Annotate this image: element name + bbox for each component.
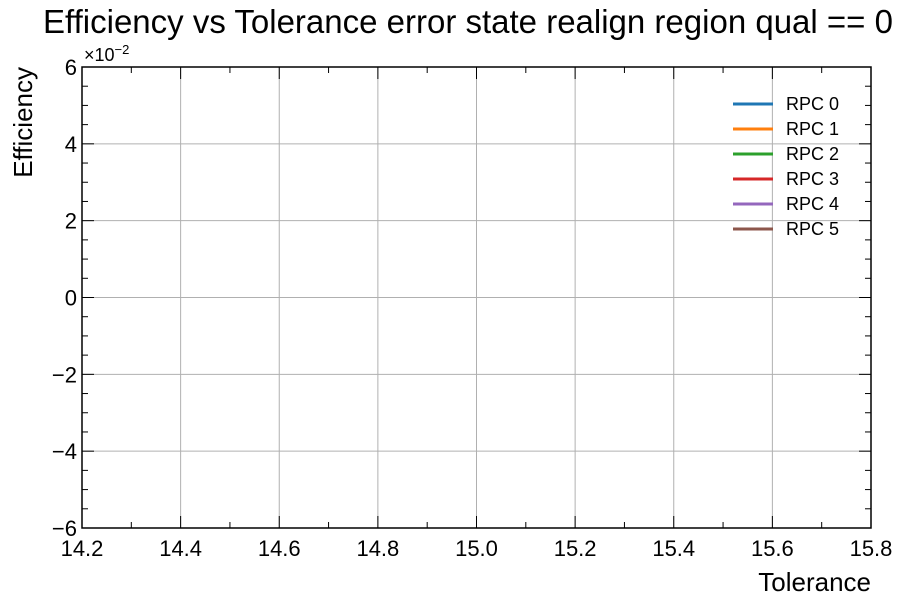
legend-label: RPC 0: [786, 94, 839, 114]
y-axis-offset-label: ×10−2: [84, 42, 129, 65]
grid: [81, 66, 872, 529]
x-tick-label: 14.8: [356, 536, 399, 561]
chart-title: Efficiency vs Tolerance error state real…: [43, 3, 893, 40]
y-axis-label: Efficiency: [8, 67, 38, 178]
y-tick-label: 0: [65, 286, 77, 311]
x-tick-label: 15.6: [751, 536, 794, 561]
x-tick-label: 15.8: [850, 536, 893, 561]
x-tick-label: 15.0: [455, 536, 498, 561]
y-tick-label: 6: [65, 55, 77, 80]
y-tick-label: −2: [52, 362, 77, 387]
y-axis-offset-base: ×10: [84, 45, 115, 65]
axis-ticks: [81, 66, 872, 529]
y-axis-offset-exponent: −2: [115, 42, 130, 57]
x-tick-label: 14.4: [159, 536, 202, 561]
legend: RPC 0 RPC 1 RPC 2 RPC 3 RPC 4 RPC 5: [733, 94, 839, 239]
y-tick-label: −6: [52, 516, 77, 541]
x-tick-label: 14.6: [258, 536, 301, 561]
x-tick-label: 15.4: [652, 536, 695, 561]
legend-label: RPC 3: [786, 169, 839, 189]
y-tick-label: 4: [65, 132, 77, 157]
y-tick-label: −4: [52, 439, 77, 464]
x-axis-label: Tolerance: [758, 567, 871, 597]
legend-label: RPC 1: [786, 119, 839, 139]
legend-label: RPC 4: [786, 194, 839, 214]
x-tick-label: 14.2: [61, 536, 104, 561]
legend-label: RPC 5: [786, 219, 839, 239]
x-tick-label: 15.2: [554, 536, 597, 561]
legend-label: RPC 2: [786, 144, 839, 164]
tick-labels: 14.2 14.4 14.6 14.8 15.0 15.2 15.4 15.6 15.8 −6 −4…: [52, 55, 893, 561]
y-tick-label: 2: [65, 209, 77, 234]
